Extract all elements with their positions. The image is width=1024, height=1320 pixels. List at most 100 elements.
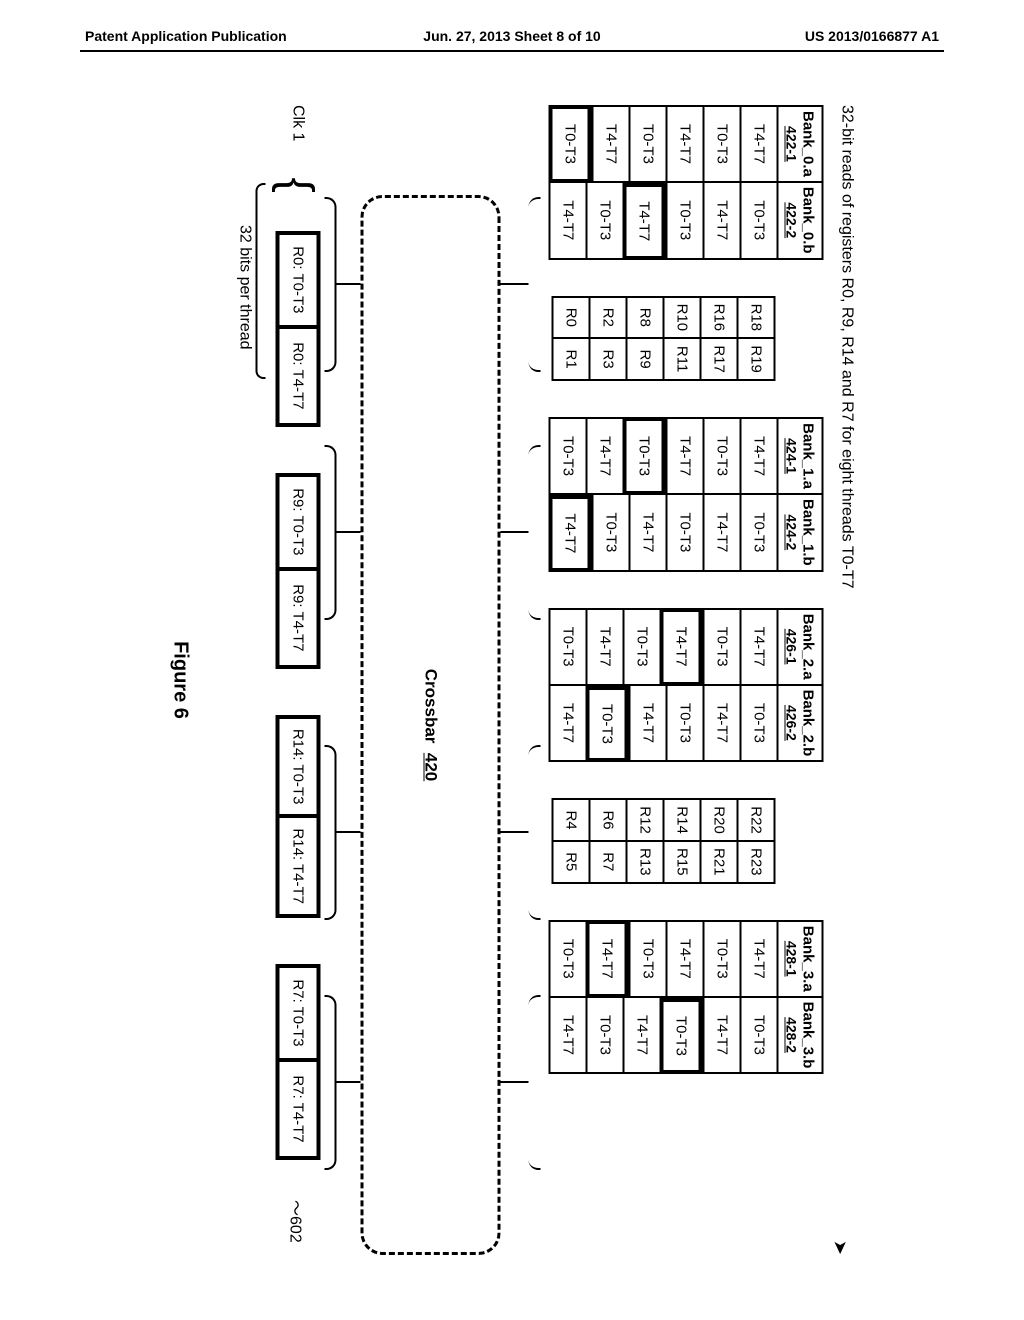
bracket-icon (325, 745, 337, 920)
output-pair: R0: T0-T3R0: T4-T7 (276, 231, 321, 427)
register-label: R23 (737, 842, 776, 884)
bank-cell: T4-T7 (666, 105, 703, 183)
bank-header: Bank_1.a (800, 417, 824, 495)
bank-cell: T4-T7 (549, 686, 586, 763)
register-label: R22 (737, 798, 776, 842)
output-cell: R9: T4-T7 (276, 571, 321, 669)
bank-cell: T4-T7 (703, 998, 740, 1075)
bank-cell: T0-T3 (666, 686, 703, 763)
ref-602: 〜602 (286, 1200, 310, 1243)
header-rule (80, 50, 944, 52)
diagram-title-row: 32-bit reads of registers R0, R9, R14 an… (838, 105, 856, 1255)
register-label: R9 (626, 339, 663, 381)
crossbar-ref: 420 (422, 753, 441, 781)
connector-line (501, 283, 529, 285)
output-cell: R7: T4-T7 (276, 1062, 321, 1160)
bank-cell: T4-T7 (740, 920, 777, 998)
brace-left-icon: { (288, 177, 308, 192)
register-label: R19 (737, 339, 776, 381)
register-column: R22R20R14R12R6R4R23R21R15R13R7R5 (549, 798, 824, 884)
bank-cell: T0-T3 (703, 105, 740, 183)
bank-cell: T4-T7 (623, 998, 660, 1075)
bank-header: Bank_2.b (800, 686, 824, 763)
bracket-icon (325, 995, 337, 1170)
bank-ref: 424-2 (777, 495, 800, 572)
register-label: R18 (737, 296, 776, 340)
bank-cell: T0-T3 (660, 998, 703, 1075)
bank-cell: T0-T3 (740, 183, 777, 260)
bank-cell: T0-T3 (740, 686, 777, 763)
bank-cell: T4-T7 (740, 608, 777, 686)
bank-cell: T0-T3 (549, 105, 592, 183)
bank-ref: 426-1 (777, 608, 800, 686)
register-label: R1 (552, 339, 589, 381)
connector-line (501, 831, 529, 833)
bank-cell: T4-T7 (703, 686, 740, 763)
bank-header: Bank_0.b (800, 183, 824, 260)
register-label: R6 (589, 798, 626, 842)
bank-cell: T0-T3 (549, 920, 586, 998)
figure-diagram: 32-bit reads of registers R0, R9, R14 an… (169, 105, 856, 1255)
register-label: R0 (552, 296, 589, 340)
register-column: R18R16R10R8R2R0R19R17R11R9R3R1 (549, 296, 824, 382)
bank-cell: T4-T7 (586, 920, 629, 998)
figure-caption: Figure 6 (169, 105, 192, 1255)
bank-cell: T0-T3 (666, 495, 703, 572)
crossbar-text: Crossbar (422, 669, 441, 744)
bank-cell: T0-T3 (623, 417, 666, 495)
header-center: Jun. 27, 2013 Sheet 8 of 10 (423, 28, 600, 44)
register-label: R5 (552, 842, 589, 884)
bank-cell: T0-T3 (703, 608, 740, 686)
bank-header: Bank_3.b (800, 998, 824, 1075)
bank-pair: Bank_1.a424-1T4-T7T0-T3T4-T7T0-T3T4-T7T0… (549, 417, 824, 572)
register-label: R7 (589, 842, 626, 884)
bank-cell: T0-T3 (549, 417, 586, 495)
register-label: R14 (663, 798, 700, 842)
output-cell: R7: T0-T3 (276, 964, 321, 1062)
bracket-icon (529, 445, 541, 620)
bank-cell: T0-T3 (740, 998, 777, 1075)
bank-cell: T4-T7 (629, 495, 666, 572)
output-cell: R0: T4-T7 (276, 329, 321, 427)
bank-cell: T0-T3 (592, 495, 629, 572)
bracket-icon (529, 197, 541, 372)
bank-cell: T4-T7 (549, 183, 586, 260)
bank-cell: T4-T7 (586, 608, 623, 686)
bank-header: Bank_2.a (800, 608, 824, 686)
bits-per-thread-label: 32 bits per thread (237, 225, 254, 350)
output-cell: R14: T4-T7 (276, 818, 321, 918)
crossbar-zone: Crossbar 420 (341, 105, 521, 1255)
register-label: R11 (663, 339, 700, 381)
bank-cell: T4-T7 (586, 417, 623, 495)
bank-cell: T0-T3 (629, 105, 666, 183)
sublabel-text: 32 bits per thread (236, 105, 254, 1255)
bank-cell: T4-T7 (666, 920, 703, 998)
output-cell: R14: T0-T3 (276, 715, 321, 819)
sublabel-row (256, 105, 266, 1255)
connector-line (501, 531, 529, 533)
output-pair: R9: T0-T3R9: T4-T7 (276, 473, 321, 669)
bank-cell: T4-T7 (703, 183, 740, 260)
register-label: R10 (663, 296, 700, 340)
header-left: Patent Application Publication (85, 28, 287, 44)
register-label: R4 (552, 798, 589, 842)
connector-line (337, 283, 361, 285)
bank-cell: T4-T7 (549, 998, 586, 1075)
bracket-icon (325, 197, 337, 372)
bank-cell: T4-T7 (666, 417, 703, 495)
bank-cell: T0-T3 (740, 495, 777, 572)
register-label: R20 (700, 798, 737, 842)
bank-ref: 422-2 (777, 183, 800, 260)
bank-cell: T4-T7 (740, 417, 777, 495)
bank-cell: T4-T7 (740, 105, 777, 183)
bank-cell: T4-T7 (629, 686, 666, 763)
diagram-title: 32-bit reads of registers R0, R9, R14 an… (838, 105, 856, 589)
crossbar-box: Crossbar 420 (361, 195, 501, 1255)
bank-ref: 426-2 (777, 686, 800, 763)
register-label: R16 (700, 296, 737, 340)
bank-cell: T0-T3 (586, 183, 623, 260)
bank-cell: T4-T7 (660, 608, 703, 686)
bank-cell: T0-T3 (703, 417, 740, 495)
bank-cell: T0-T3 (629, 920, 666, 998)
register-label: R13 (626, 842, 663, 884)
